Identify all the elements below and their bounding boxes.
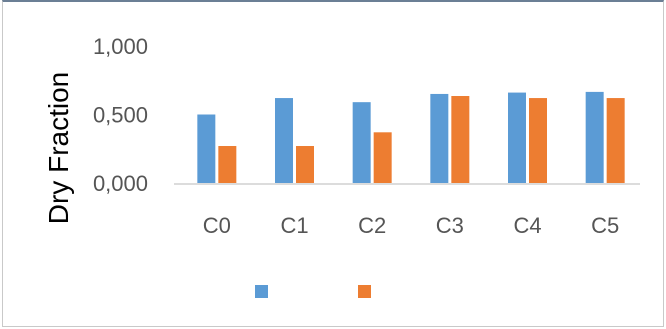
x-tick-label: C0 (203, 213, 231, 238)
bar-series-1-C4 (508, 92, 526, 183)
x-tick-label: C4 (513, 213, 541, 238)
bar-series-1-C2 (352, 102, 371, 183)
x-tick-label: C5 (591, 213, 619, 238)
bar-series-1-C1 (275, 98, 293, 183)
bar-series-1-C0 (197, 114, 216, 183)
bar-series-2-C4 (529, 98, 547, 183)
y-tick-label: 0,500 (93, 103, 148, 128)
x-tick-label: C1 (280, 213, 308, 238)
legend-swatch-series-2 (358, 285, 371, 298)
bar-series-2-C5 (606, 98, 625, 183)
bar-series-1-C3 (430, 93, 449, 183)
x-tick-labels: C0 C1 C2 C3 C4 C5 (203, 213, 619, 238)
x-tick-label: C3 (436, 213, 464, 238)
y-tick-label: 1,000 (93, 34, 148, 59)
bar-series-2-C2 (373, 132, 392, 183)
bars (197, 91, 625, 183)
bar-series-2-C0 (218, 146, 237, 183)
legend (255, 285, 371, 298)
bar-series-2-C1 (296, 146, 314, 183)
y-axis-label: Dry Fraction (43, 72, 74, 224)
legend-swatch-series-1 (255, 285, 268, 298)
x-tick-label: C2 (358, 213, 386, 238)
y-tick-labels: 0,000 0,500 1,000 (93, 34, 148, 196)
y-tick-label: 0,000 (93, 171, 148, 196)
bar-series-2-C3 (451, 96, 470, 183)
bar-series-1-C5 (585, 91, 604, 183)
